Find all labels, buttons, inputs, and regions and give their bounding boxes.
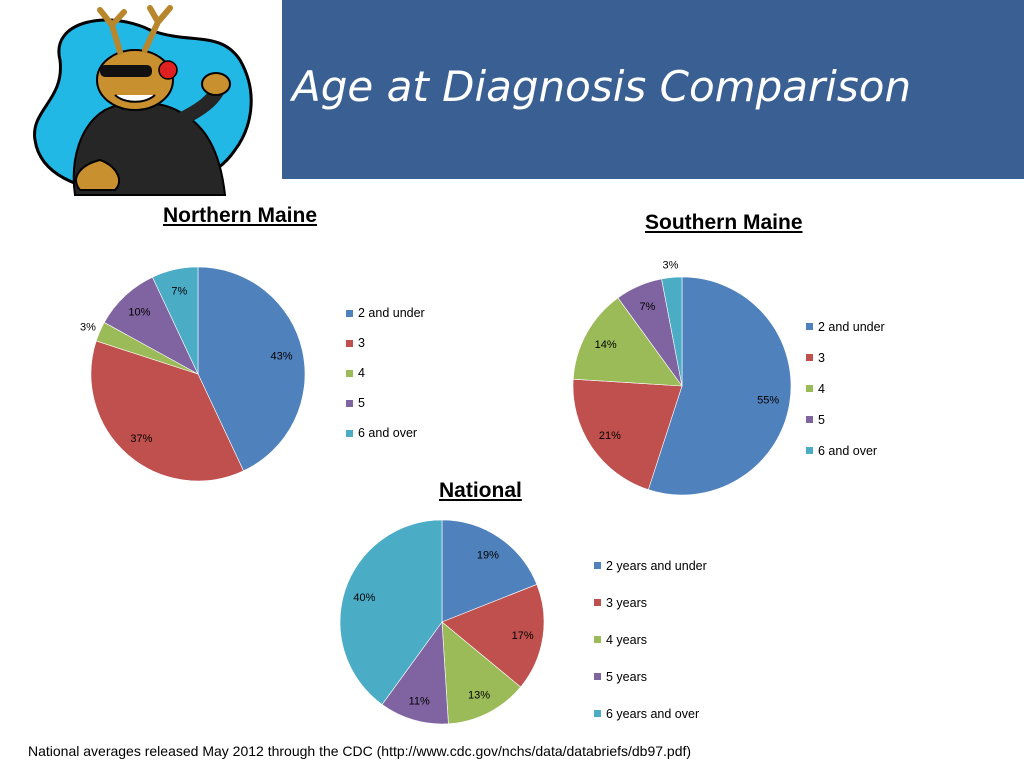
legend-swatch — [806, 385, 813, 392]
chart-title-northern-maine: Northern Maine — [163, 204, 318, 227]
legend-swatch — [346, 339, 353, 347]
legend-southern-maine: 2 and under 3 4 5 6 and over — [806, 311, 885, 466]
data-label-4: 14% — [595, 339, 617, 351]
legend-swatch — [806, 416, 813, 423]
legend-item-6-and-over: 6 and over — [806, 435, 885, 466]
pie-slice-2-years-and-under — [441, 519, 538, 623]
legend-swatch — [346, 369, 353, 377]
legend-swatch — [594, 710, 601, 717]
legend-item-3: 3 — [806, 342, 885, 373]
legend-item-2-and-under: 2 and under — [346, 298, 425, 328]
pie-slice-3 — [572, 378, 683, 491]
pie-slice-4-years — [441, 621, 522, 725]
data-label-6-and-over: 7% — [171, 286, 187, 298]
legend-swatch — [806, 354, 813, 361]
pie-slice-2-and-under — [197, 266, 306, 472]
legend-label: 5 — [358, 396, 365, 410]
data-label-2-and-under: 55% — [757, 395, 779, 407]
legend-label: 3 years — [606, 595, 647, 610]
legend-label: 3 — [818, 350, 825, 365]
chart-title-national: National — [439, 479, 522, 502]
slide-title: Age at Diagnosis Comparison — [292, 62, 912, 111]
legend-label: 5 years — [606, 669, 647, 684]
legend-item-2-years-and-under: 2 years and under — [594, 547, 707, 584]
legend-swatch — [806, 447, 813, 454]
legend-item-5-years: 5 years — [594, 658, 707, 695]
legend-item-4: 4 — [806, 373, 885, 404]
data-label-5-years: 11% — [409, 695, 430, 707]
legend-label: 4 — [358, 366, 365, 380]
data-label-3-years: 17% — [512, 630, 534, 642]
pie-slice-2-and-under — [647, 276, 792, 496]
legend-label: 4 — [818, 381, 825, 396]
legend-label: 2 and under — [818, 319, 885, 334]
data-label-5: 10% — [128, 307, 150, 319]
data-label-4: 3% — [80, 321, 96, 333]
legend-swatch — [346, 309, 353, 317]
legend-item-3-years: 3 years — [594, 584, 707, 621]
legend-swatch — [594, 673, 601, 680]
legend-swatch — [806, 323, 813, 330]
legend-swatch — [594, 599, 601, 606]
legend-item-3: 3 — [346, 328, 425, 358]
legend-northern-maine: 2 and under 3 4 5 6 and over — [346, 298, 425, 448]
legend-national: 2 years and under 3 years 4 years 5 years 6 … — [594, 547, 707, 732]
legend-item-6-and-over: 6 and over — [346, 418, 425, 448]
legend-item-5: 5 — [346, 388, 425, 418]
pie-slice-3 — [90, 340, 244, 482]
pie-slice-6-and-over — [661, 276, 683, 387]
legend-item-4: 4 — [346, 358, 425, 388]
legend-label: 2 years and under — [606, 558, 707, 573]
header-band — [282, 0, 1024, 179]
pie-slice-6-years-and-over — [339, 519, 443, 705]
pie-slice-6-and-over — [152, 266, 199, 375]
legend-swatch — [346, 399, 353, 407]
pie-chart-national: 19% 17% 13% 11% 40% — [339, 519, 545, 725]
legend-swatch — [594, 562, 601, 569]
data-label-3: 37% — [130, 433, 152, 445]
reindeer-mascot-image — [33, 5, 253, 196]
data-label-2-and-under: 43% — [270, 350, 292, 362]
pie-slice-5-years — [381, 621, 449, 725]
pie-chart-southern-maine: 55% 21% 14% 7% 3% — [572, 260, 792, 496]
legend-label: 3 — [358, 336, 365, 350]
data-label-2-years-and-under: 19% — [477, 550, 499, 562]
data-label-3: 21% — [599, 430, 621, 442]
legend-label: 2 and under — [358, 306, 425, 320]
legend-label: 6 and over — [818, 443, 878, 458]
pie-slice-3-years — [441, 584, 545, 688]
legend-label: 5 — [818, 412, 825, 427]
legend-label: 6 years and over — [606, 706, 700, 721]
pie-chart-northern-maine: 43% 37% 3% 10% 7% — [80, 266, 306, 482]
data-label-4-years: 13% — [468, 690, 490, 702]
legend-item-5: 5 — [806, 404, 885, 435]
footnote: National averages released May 2012 thro… — [28, 743, 692, 759]
legend-item-4-years: 4 years — [594, 621, 707, 658]
pie-slice-4 — [572, 297, 683, 387]
legend-label: 6 and over — [358, 426, 418, 440]
data-label-6-and-over: 3% — [663, 260, 679, 272]
legend-item-6-years-and-over: 6 years and over — [594, 695, 707, 732]
data-label-5: 7% — [639, 301, 655, 313]
legend-swatch — [346, 429, 353, 437]
legend-item-2-and-under: 2 and under — [806, 311, 885, 342]
data-label-6-years-and-over: 40% — [353, 592, 375, 604]
legend-label: 4 years — [606, 632, 647, 647]
legend-swatch — [594, 636, 601, 643]
chart-title-southern-maine: Southern Maine — [645, 211, 803, 234]
